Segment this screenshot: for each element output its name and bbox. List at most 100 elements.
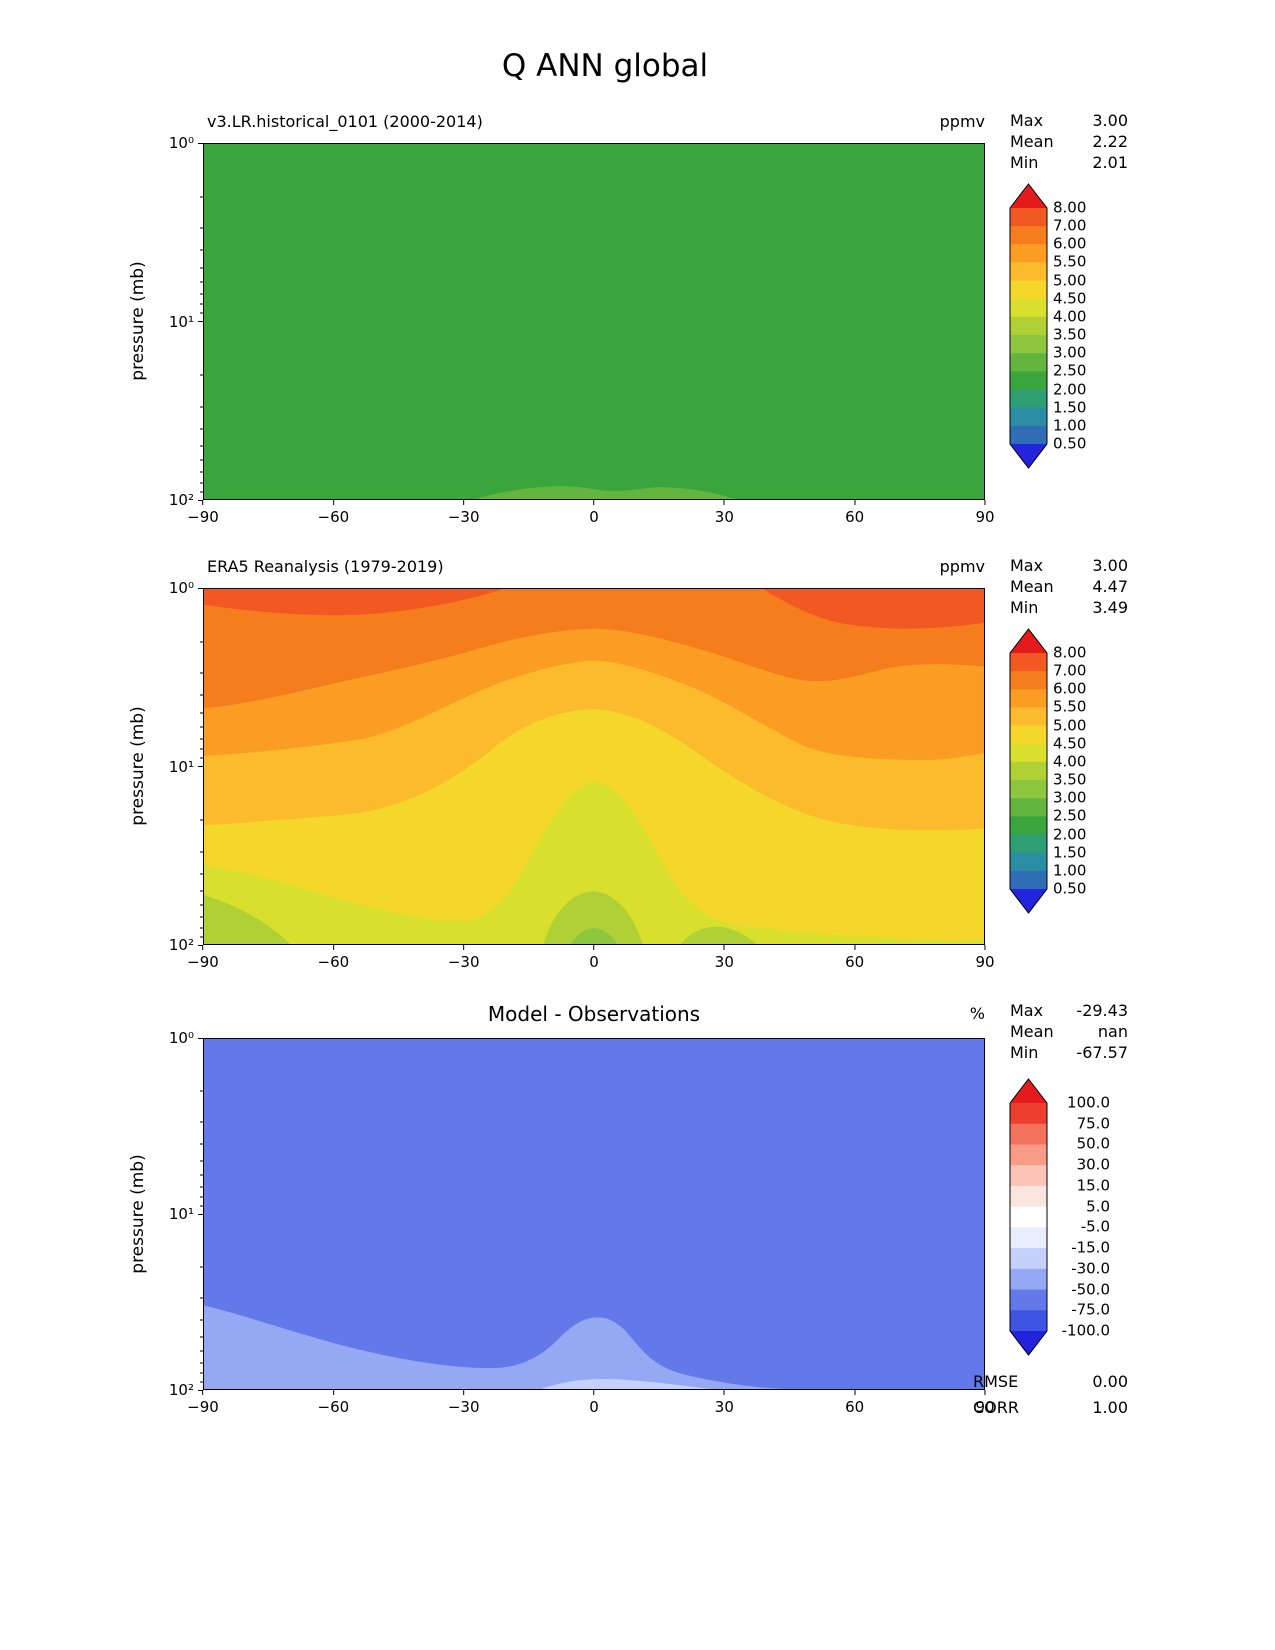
colorbar-tick-label: 2.50 xyxy=(1053,361,1087,380)
stat-max-value: -29.43 xyxy=(1076,1001,1128,1020)
y-minor-tick xyxy=(200,1266,203,1268)
corr-value: 1.00 xyxy=(1092,1398,1128,1417)
obs-contour-field xyxy=(204,589,984,944)
y-minor-tick xyxy=(200,445,203,447)
y-minor-tick xyxy=(200,1090,203,1092)
y-minor-tick xyxy=(200,904,203,906)
y-tick: 10⁰ xyxy=(169,1029,203,1047)
x-tick: 30 xyxy=(715,945,734,971)
y-minor-tick xyxy=(200,406,203,408)
stat-mean-label: Mean xyxy=(1010,577,1054,596)
obs-units-label: ppmv xyxy=(939,557,985,576)
y-tick: 10² xyxy=(169,1381,203,1399)
colorbar-tick-label: 30.0 xyxy=(1076,1155,1110,1174)
colorbar-tick-label: -50.0 xyxy=(1071,1280,1110,1299)
stat-mean-label: Mean xyxy=(1010,1022,1054,1041)
y-tick: 10⁰ xyxy=(169,134,203,152)
colorbar-tick-label: 100.0 xyxy=(1067,1093,1110,1112)
model-colorbar-labels: 8.00 7.00 6.00 5.50 5.00 4.50 4.00 3.50 3.00 2.50… xyxy=(1053,183,1123,469)
y-minor-tick xyxy=(200,1362,203,1364)
y-tick: 10¹ xyxy=(169,1205,203,1223)
x-tick: 90 xyxy=(975,945,995,971)
y-minor-tick xyxy=(200,196,203,198)
y-minor-tick xyxy=(200,303,203,305)
y-minor-tick xyxy=(200,428,203,430)
model-stats: Max 3.00 Mean 2.22 Min 2.01 xyxy=(1010,110,1128,173)
stat-mean-label: Mean xyxy=(1010,132,1054,151)
corr-label: CORR xyxy=(973,1398,1019,1417)
diff-units-label: % xyxy=(969,1004,985,1023)
stat-min-value: -67.57 xyxy=(1076,1043,1128,1062)
model-x-axis: −90 −60 −30 0 30 60 90 xyxy=(187,500,995,528)
colorbar-tick-label: -75.0 xyxy=(1071,1300,1110,1319)
colorbar-tick-label: 50.0 xyxy=(1076,1134,1110,1153)
y-minor-tick xyxy=(200,249,203,251)
y-minor-tick xyxy=(200,738,203,740)
diff-colorbar-labels: 100.0 75.0 50.0 30.0 15.0 5.0 -5.0 -15.0 -30.0 -5… xyxy=(1048,1078,1110,1356)
y-minor-tick xyxy=(200,694,203,696)
colorbar-tick-label: 0.50 xyxy=(1053,879,1087,898)
x-tick: 30 xyxy=(715,1390,734,1416)
obs-stats: Max 3.00 Mean 4.47 Min 3.49 xyxy=(1010,555,1128,618)
y-minor-tick xyxy=(200,726,203,728)
y-minor-tick xyxy=(200,927,203,929)
colorbar-tick-label: -5.0 xyxy=(1080,1217,1110,1236)
obs-colorbar xyxy=(1009,628,1048,918)
colorbar-tick-label: 4.50 xyxy=(1053,289,1087,308)
y-minor-tick xyxy=(200,748,203,750)
y-minor-tick xyxy=(200,281,203,283)
obs-y-axis: 10⁰ 10¹ 10² xyxy=(145,579,203,954)
y-tick: 10⁰ xyxy=(169,579,203,597)
obs-x-axis: −90 −60 −30 0 30 60 90 xyxy=(187,945,995,973)
colorbar-tick-label: 6.00 xyxy=(1053,679,1087,698)
y-minor-tick xyxy=(200,1297,203,1299)
rmse-value: 0.00 xyxy=(1092,1372,1128,1391)
x-tick: 0 xyxy=(589,500,599,526)
colorbar-tick-label: 15.0 xyxy=(1076,1176,1110,1195)
y-minor-tick xyxy=(200,1143,203,1145)
colorbar-tick-label: 1.50 xyxy=(1053,398,1087,417)
y-minor-tick xyxy=(200,672,203,674)
y-minor-tick xyxy=(200,1186,203,1188)
stat-mean-value: 4.47 xyxy=(1092,577,1128,596)
colorbar-tick-label: 4.00 xyxy=(1053,307,1087,326)
colorbar-tick-label: 7.00 xyxy=(1053,661,1087,680)
colorbar-tick-label: 1.50 xyxy=(1053,843,1087,862)
colorbar-tick-label: 1.00 xyxy=(1053,861,1087,880)
y-tick: 10² xyxy=(169,491,203,509)
colorbar-tick-label: 3.50 xyxy=(1053,770,1087,789)
colorbar-tick-label: 8.00 xyxy=(1053,198,1087,217)
colorbar-tick-label: 5.0 xyxy=(1086,1197,1110,1216)
model-y-axis: 10⁰ 10¹ 10² xyxy=(145,134,203,509)
y-minor-tick xyxy=(200,916,203,918)
diff-y-axis: 10⁰ 10¹ 10² xyxy=(145,1029,203,1399)
x-tick: −30 xyxy=(448,1390,479,1416)
stat-min-value: 2.01 xyxy=(1092,153,1128,172)
y-minor-tick xyxy=(200,712,203,714)
y-minor-tick xyxy=(200,851,203,853)
colorbar-tick-label: 3.00 xyxy=(1053,788,1087,807)
stat-max-label: Max xyxy=(1010,556,1044,575)
stat-min-label: Min xyxy=(1010,1043,1039,1062)
stat-max-label: Max xyxy=(1010,111,1044,130)
obs-subtitle: ERA5 Reanalysis (1979-2019) xyxy=(207,557,444,576)
y-minor-tick xyxy=(200,1350,203,1352)
colorbar-tick-label: 2.00 xyxy=(1053,825,1087,844)
y-tick: 10¹ xyxy=(169,313,203,331)
y-minor-tick xyxy=(200,757,203,759)
colorbar-tick-label: 8.00 xyxy=(1053,643,1087,662)
x-tick: 0 xyxy=(589,945,599,971)
colorbar-tick-label: 5.50 xyxy=(1053,697,1087,716)
y-minor-tick xyxy=(200,1196,203,1198)
y-minor-tick xyxy=(200,1372,203,1374)
stat-max-label: Max xyxy=(1010,1001,1044,1020)
obs-contour-plot xyxy=(203,588,985,945)
y-minor-tick xyxy=(200,1121,203,1123)
y-minor-tick xyxy=(200,267,203,269)
colorbar-tick-label: 4.50 xyxy=(1053,734,1087,753)
y-minor-tick xyxy=(200,1160,203,1162)
figure-title: Q ANN global xyxy=(501,48,709,84)
x-tick: −30 xyxy=(448,945,479,971)
